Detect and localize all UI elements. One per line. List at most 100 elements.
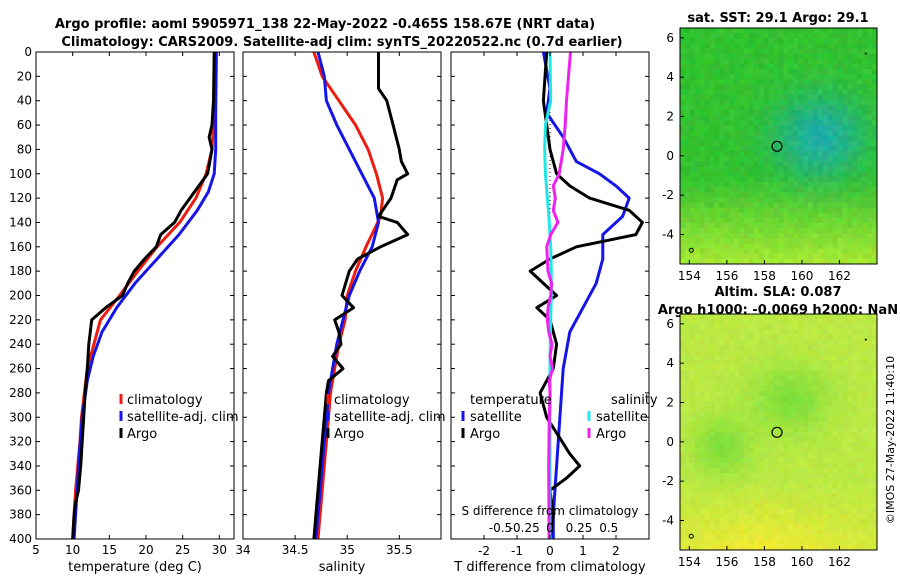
- sla-pixel: [872, 493, 878, 500]
- sst-pixel: [852, 222, 858, 229]
- sla-pixel: [694, 514, 701, 520]
- sst-pixel: [867, 135, 873, 142]
- sla-pixel: [773, 411, 779, 418]
- sst-pixel: [680, 187, 686, 193]
- sst-pixel: [744, 69, 750, 75]
- sla-pixel: [832, 524, 839, 530]
- sla-pixel: [793, 390, 799, 397]
- sst-pixel: [694, 58, 701, 65]
- sst-pixel: [714, 192, 720, 198]
- sst-pixel: [832, 146, 839, 152]
- sst-pixel: [788, 166, 794, 173]
- sla-pixel: [793, 544, 799, 551]
- sla-pixel: [758, 349, 765, 356]
- sst-pixel: [803, 53, 809, 60]
- sst-pixel: [699, 176, 706, 183]
- sla-pixel: [808, 488, 814, 495]
- sla-pixel: [763, 406, 770, 412]
- sla-pixel: [842, 385, 848, 392]
- sst-pixel: [714, 110, 720, 116]
- sla-pixel: [739, 478, 745, 484]
- sst-pixel: [817, 99, 824, 106]
- sla-pixel: [763, 349, 770, 356]
- sla-pixel: [748, 447, 755, 454]
- sst-pixel: [744, 28, 750, 34]
- sst-pixel: [783, 151, 789, 157]
- sst-pixel: [842, 166, 848, 173]
- sst-pixel: [788, 110, 794, 116]
- sla-pixel: [783, 519, 789, 525]
- sla-pixel: [798, 360, 804, 366]
- sla-pixel: [822, 524, 829, 530]
- sla-pixel: [778, 544, 784, 551]
- sst-pixel: [812, 125, 819, 132]
- sla-pixel: [842, 457, 848, 464]
- sst-pixel: [798, 233, 804, 239]
- sla-pixel: [803, 426, 809, 433]
- sst-pixel: [699, 115, 706, 121]
- sla-pixel: [739, 416, 745, 423]
- sla-pixel: [808, 365, 814, 371]
- sst-pixel: [832, 156, 839, 162]
- sst-pixel: [798, 146, 804, 152]
- sst-pixel: [709, 192, 715, 198]
- sla-pixel: [788, 467, 794, 474]
- sla-pixel: [842, 503, 848, 510]
- sst-pixel: [753, 125, 760, 132]
- sla-pixel: [778, 462, 784, 469]
- sla-pixel: [724, 416, 730, 423]
- sst-pixel: [744, 89, 750, 96]
- sst-pixel: [680, 33, 686, 39]
- sla-pixel: [847, 319, 853, 325]
- sst-pixel: [837, 48, 844, 55]
- sla-pixel: [842, 508, 848, 515]
- sla-pixel: [812, 524, 819, 530]
- sla-pixel: [709, 544, 715, 551]
- sla-pixel: [684, 488, 691, 495]
- sst-pixel: [699, 69, 706, 75]
- sst-pixel: [872, 89, 878, 96]
- sst-pixel: [842, 135, 848, 142]
- sst-pixel: [788, 140, 794, 147]
- sla-pixel: [709, 349, 715, 356]
- sla-pixel: [684, 473, 691, 479]
- sla-pixel: [739, 457, 745, 464]
- sst-pixel: [714, 120, 720, 126]
- sst-pixel: [724, 94, 730, 101]
- sst-pixel: [719, 115, 725, 121]
- sla-pixel: [827, 478, 834, 484]
- sst-pixel: [689, 258, 696, 265]
- sst-pixel: [719, 58, 725, 65]
- sst-pixel: [729, 135, 735, 142]
- sst-pixel: [739, 63, 745, 70]
- sla-pixel: [803, 421, 809, 428]
- sla-pixel: [714, 534, 720, 541]
- sst-pixel: [862, 110, 868, 116]
- sst-pixel: [768, 146, 775, 152]
- sla-pixel: [862, 411, 868, 418]
- sla-pixel: [817, 334, 824, 341]
- sla-pixel: [729, 442, 735, 448]
- sla-pixel: [852, 534, 858, 541]
- sla-pixel: [694, 406, 701, 412]
- sla-pixel: [694, 483, 701, 489]
- sst-pixel: [763, 74, 770, 80]
- sla-pixel: [842, 416, 848, 423]
- sst-pixel: [714, 248, 720, 255]
- sst-pixel: [857, 99, 863, 106]
- sst-pixel: [793, 217, 799, 224]
- sst-pixel: [832, 228, 839, 234]
- sst-pixel: [704, 146, 711, 152]
- sst-pixel: [808, 69, 814, 75]
- sla-pixel: [748, 529, 755, 536]
- sla-pixel: [803, 365, 809, 371]
- sst-pixel: [817, 43, 824, 50]
- sla-pixel: [862, 432, 868, 438]
- sst-pixel: [694, 222, 701, 229]
- sla-pixel: [748, 319, 755, 325]
- sst-pixel: [827, 28, 834, 34]
- sst-pixel: [734, 181, 740, 188]
- sst-pixel: [719, 171, 725, 178]
- sst-pixel: [734, 228, 740, 234]
- sla-pixel: [739, 508, 745, 515]
